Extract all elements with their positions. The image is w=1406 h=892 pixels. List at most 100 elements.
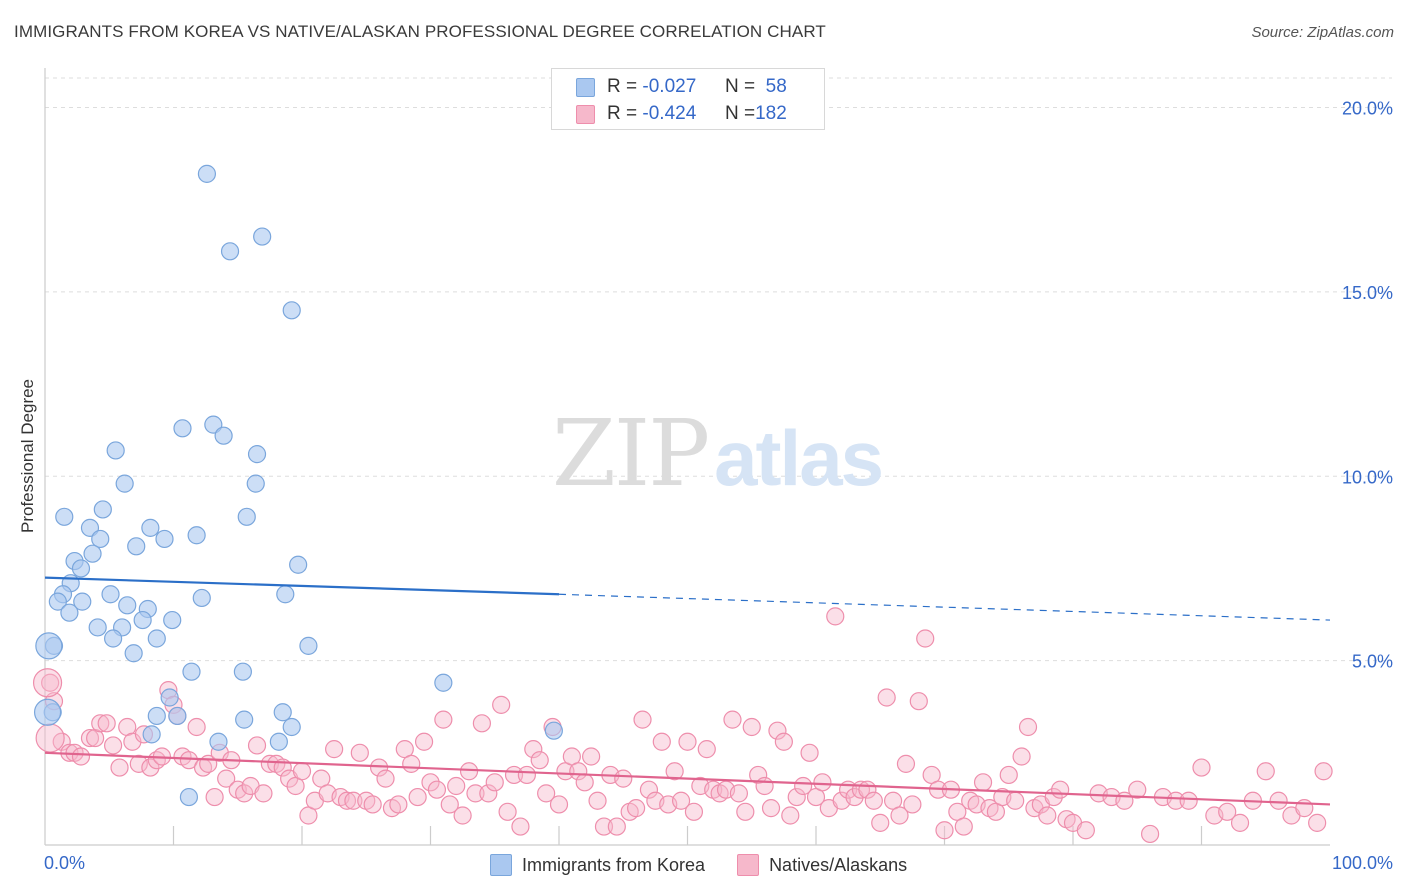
native-point bbox=[781, 806, 800, 825]
korea-point bbox=[235, 710, 254, 729]
native-point bbox=[1012, 747, 1031, 766]
korea-point bbox=[106, 441, 125, 460]
native-point bbox=[652, 732, 671, 751]
native-point bbox=[530, 751, 549, 770]
legend-item-native: Natives/Alaskans bbox=[737, 854, 907, 876]
native-point bbox=[402, 754, 421, 773]
korea-point bbox=[276, 585, 295, 604]
native-point bbox=[749, 765, 768, 785]
native-point bbox=[896, 754, 916, 773]
native-point bbox=[549, 795, 569, 814]
native-point bbox=[187, 717, 206, 737]
trend-lines bbox=[44, 576, 1331, 806]
korea-point bbox=[299, 636, 318, 655]
korea-point bbox=[124, 644, 143, 663]
native-point bbox=[1230, 813, 1250, 832]
native-swatch bbox=[576, 104, 595, 124]
native-point bbox=[511, 817, 530, 836]
native-point bbox=[665, 762, 684, 781]
native-point bbox=[671, 791, 691, 810]
korea-trend-dashed bbox=[558, 593, 1331, 621]
native-point bbox=[363, 795, 382, 814]
legend-row-korea: R = -0.027 N = 58 bbox=[576, 74, 787, 100]
native-point bbox=[736, 802, 755, 821]
korea-point bbox=[71, 559, 91, 578]
korea-point bbox=[160, 688, 179, 707]
native-point bbox=[376, 769, 395, 788]
native-point bbox=[1308, 813, 1327, 832]
korea-point bbox=[289, 555, 308, 574]
axes bbox=[44, 68, 1330, 846]
y-tick-label: 15.0% bbox=[1342, 283, 1393, 303]
n-label: N = bbox=[725, 103, 756, 124]
native-point bbox=[768, 721, 787, 740]
legend-row-native: R = -0.424 N = 182 bbox=[576, 101, 787, 127]
korea-point bbox=[273, 703, 292, 722]
y-tick-label: 10.0% bbox=[1342, 467, 1393, 487]
native-point bbox=[999, 765, 1018, 785]
r-value-korea: -0.027 bbox=[642, 76, 697, 97]
native-point bbox=[80, 728, 100, 748]
native-point bbox=[292, 762, 312, 781]
native-point bbox=[97, 714, 116, 733]
native-point bbox=[729, 784, 749, 803]
native-point bbox=[325, 740, 344, 759]
native-point bbox=[954, 817, 973, 836]
korea-point bbox=[147, 629, 166, 648]
native-point bbox=[517, 765, 536, 785]
korea-point bbox=[209, 732, 228, 751]
korea-point bbox=[133, 610, 152, 630]
native-point bbox=[1128, 780, 1147, 799]
chart-title: IMMIGRANTS FROM KOREA VS NATIVE/ALASKAN … bbox=[14, 22, 826, 41]
y-tick-label: 20.0% bbox=[1342, 99, 1393, 119]
korea-point bbox=[220, 242, 240, 261]
native-point bbox=[633, 710, 652, 729]
native-point bbox=[141, 758, 160, 777]
native-point bbox=[472, 714, 491, 733]
korea-point bbox=[214, 426, 233, 445]
r-value-native: -0.424 bbox=[642, 103, 697, 124]
native-point bbox=[575, 773, 594, 792]
native-point bbox=[1179, 791, 1198, 810]
native-point bbox=[684, 802, 704, 821]
native-point bbox=[129, 754, 148, 773]
native-point bbox=[1018, 717, 1038, 737]
korea-point bbox=[104, 629, 123, 648]
native-point bbox=[247, 736, 267, 755]
korea-point bbox=[73, 592, 92, 611]
legend-label-native: Natives/Alaskans bbox=[769, 854, 908, 875]
native-point bbox=[916, 629, 935, 648]
x-tick-label-min: 0.0% bbox=[44, 853, 85, 873]
korea-point bbox=[60, 603, 79, 622]
native-point bbox=[498, 802, 517, 821]
n-value-korea: 58 bbox=[765, 76, 787, 97]
native-point-large bbox=[32, 668, 63, 698]
native-point bbox=[626, 799, 646, 818]
native-point bbox=[742, 717, 761, 737]
korea-point bbox=[192, 588, 211, 608]
korea-point bbox=[168, 706, 187, 726]
native-point bbox=[1006, 791, 1025, 810]
legend-label-korea: Immigrants from Korea bbox=[522, 854, 706, 875]
r-label: R = bbox=[607, 76, 638, 97]
x-tick-label-max: 100.0% bbox=[1332, 853, 1393, 873]
native-point bbox=[935, 821, 954, 840]
native-point bbox=[826, 607, 845, 626]
native-point bbox=[864, 791, 883, 810]
native-trend bbox=[44, 751, 1331, 806]
korea-point bbox=[197, 164, 217, 183]
native-point bbox=[594, 817, 614, 836]
native-point bbox=[877, 688, 896, 707]
korea-point bbox=[182, 662, 201, 681]
source-credit: Source: ZipAtlas.com bbox=[1251, 24, 1394, 41]
correlation-legend: R = -0.027 N = 58 R = -0.424 N = 182 bbox=[551, 68, 825, 130]
korea-point bbox=[282, 717, 301, 737]
native-point bbox=[582, 747, 601, 766]
korea-point bbox=[544, 721, 563, 740]
native-point bbox=[1051, 780, 1070, 799]
native-point bbox=[1038, 806, 1057, 825]
native-point bbox=[524, 740, 543, 759]
native-point bbox=[787, 787, 806, 807]
korea-point bbox=[115, 474, 134, 493]
